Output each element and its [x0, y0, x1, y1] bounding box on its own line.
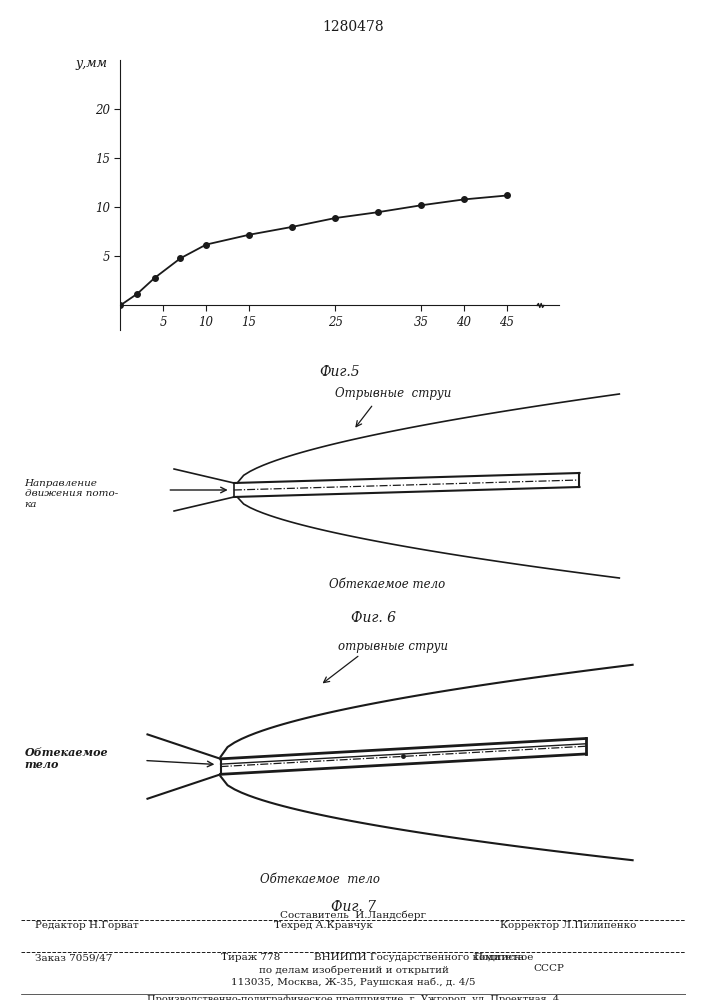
Text: Фиг. 7: Фиг. 7: [331, 900, 376, 914]
Text: ВНИИПИ Государственного комитета: ВНИИПИ Государственного комитета: [314, 953, 524, 962]
Text: Фиг.5: Фиг.5: [319, 365, 360, 379]
Text: 1280478: 1280478: [322, 20, 385, 34]
Text: 113035, Москва, Ж-35, Раушская наб., д. 4/5: 113035, Москва, Ж-35, Раушская наб., д. …: [231, 978, 476, 987]
Text: Заказ 7059/47: Заказ 7059/47: [35, 953, 112, 962]
Text: Направление
движения пото-
ка: Направление движения пото- ка: [25, 479, 118, 509]
Text: Обтекаемое  тело: Обтекаемое тело: [260, 873, 380, 886]
Text: Составитель  И.Ландсберг: Составитель И.Ландсберг: [281, 911, 426, 920]
Text: по делам изобретений и открытий: по делам изобретений и открытий: [259, 965, 448, 975]
Text: отрывные струи: отрывные струи: [339, 640, 448, 653]
Text: Производственно-полиграфическое предприятие, г. Ужгород, ул. Проектная, 4: Производственно-полиграфическое предприя…: [148, 995, 559, 1000]
Text: Отрывные  струи: Отрывные струи: [335, 387, 452, 400]
Text: Обтекаемое
тело: Обтекаемое тело: [25, 747, 108, 770]
Text: Тираж 778: Тираж 778: [221, 953, 280, 962]
Text: Корректор Л.Пилипенко: Корректор Л.Пилипенко: [500, 921, 636, 930]
Text: Фиг. 6: Фиг. 6: [351, 611, 396, 625]
Text: Редактор Н.Горват: Редактор Н.Горват: [35, 921, 139, 930]
Text: СССР: СССР: [533, 964, 563, 973]
Text: у,мм: у,мм: [76, 57, 107, 70]
Text: Техред А.Кравчук: Техред А.Кравчук: [274, 921, 373, 930]
Text: Обтекаемое тело: Обтекаемое тело: [329, 578, 445, 591]
Text: Подписное: Подписное: [473, 953, 534, 962]
